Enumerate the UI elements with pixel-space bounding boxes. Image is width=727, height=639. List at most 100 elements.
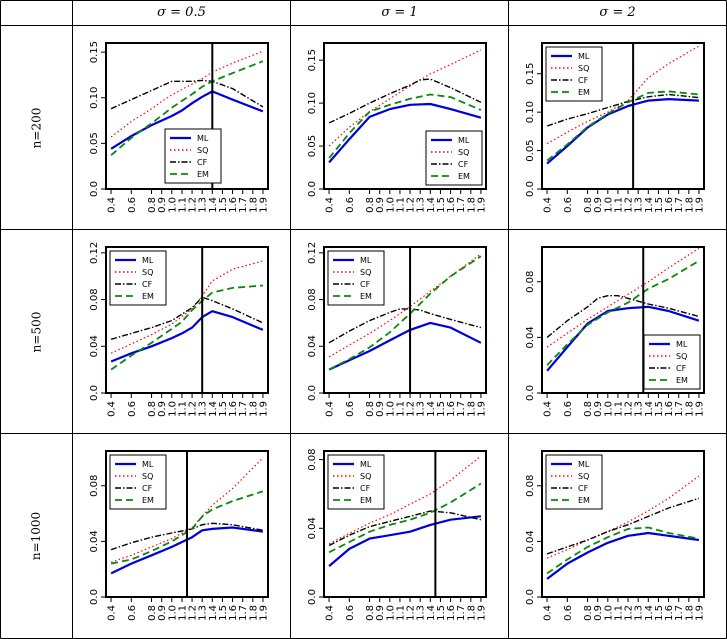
legend-label-EM-r2c0: EM [142,496,154,505]
chart-panel-n500-sigma1: 0.00.040.080.120.4 0.6 0.8 0.9 1.0 1.1 1.2 1.3 1… [307,242,487,417]
series-line-EM-r1c2 [546,260,700,366]
x-tick-label-r2c0-1: 0.6 [127,605,138,621]
x-tick-label-r1c1-5: 1.1 [395,401,406,417]
y-tick-label-r0c2-3: 0.15 [525,63,536,85]
plot-frame-r0c2 [541,42,705,190]
x-tick-label-r2c1-11: 1.7 [456,605,467,621]
x-tick-label-r1c2-11: 1.7 [674,401,685,417]
legend-label-EM-r1c2: EM [676,376,688,385]
plot-frame-r0c1 [323,42,487,190]
x-tick-label-r2c2-4: 1.0 [603,605,614,621]
series-line-ML-r1c1 [328,321,482,371]
x-tick-label-r1c0-8: 1.4 [208,401,219,417]
x-tick-label-r2c0-5: 1.1 [177,605,188,621]
x-tick-label-r2c1-13: 1.9 [476,605,487,621]
x-tick-label-r0c2-8: 1.4 [644,197,655,213]
x-tick-label-r2c1-5: 1.1 [395,605,406,621]
series-line-EM-r1c0 [110,284,263,371]
x-tick-label-r0c0-9: 1.5 [218,197,229,213]
chart-panel-n1000-sigma2: 0.00.040.080.4 0.6 0.8 0.9 1.0 1.1 1.2 1.3 1.4 1.… [525,450,705,621]
x-tick-label-r2c0-11: 1.7 [238,605,249,621]
series-line-EM-r2c1 [328,482,482,554]
x-tick-label-r0c0-7: 1.3 [198,197,209,213]
y-tick-label-r0c1-2: 0.10 [307,92,318,114]
series-line-ML-r2c2 [546,531,700,580]
legend-label-ML-r1c0: ML [142,256,154,265]
x-tick-label-r1c2-1: 0.6 [563,401,574,417]
x-tick-label-r1c1-3: 0.9 [375,401,386,417]
x-tick-label-r1c1-2: 0.8 [365,401,376,417]
x-tick-label-r2c2-5: 1.1 [613,605,624,621]
x-tick-label-r2c1-4: 1.0 [385,605,396,621]
series-line-CF-r0c2 [546,93,699,127]
x-tick-label-r1c1-7: 1.3 [416,401,427,417]
x-tick-label-r0c0-5: 1.1 [177,197,188,213]
x-tick-label-r1c2-2: 0.8 [583,401,594,417]
x-tick-label-r1c2-0: 0.4 [543,401,554,417]
x-tick-label-r0c1-8: 1.4 [426,197,437,213]
x-tick-label-r0c0-8: 1.4 [208,197,219,213]
x-tick-label-r1c2-7: 1.3 [634,401,645,417]
x-tick-label-r0c0-10: 1.6 [228,197,239,213]
y-tick-label-r1c1-3: 0.12 [307,242,318,264]
plot-frame-r2c0 [105,450,269,598]
x-tick-label-r2c0-2: 0.8 [147,605,158,621]
x-tick-label-r1c1-8: 1.4 [426,401,437,417]
row-header-n200: n=200 [0,26,72,229]
x-tick-label-r0c0-1: 0.6 [127,197,138,213]
y-tick-label-r0c0-1: 0.05 [89,132,100,154]
x-tick-label-r2c0-7: 1.3 [198,605,209,621]
series-line-SQ-r1c2 [546,247,700,348]
series-line-EM-r0c1 [328,93,482,159]
x-tick-label-r2c1-0: 0.4 [325,605,336,621]
legend-label-SQ-r1c2: SQ [676,352,687,361]
x-tick-label-r0c0-3: 0.9 [157,197,168,213]
plot-frame-r2c1 [323,450,487,598]
series-line-CF-r2c1 [328,510,482,547]
y-tick-label-r2c1-1: 0.04 [307,517,318,539]
x-tick-label-r1c2-12: 1.8 [684,401,695,417]
x-tick-label-r2c0-13: 1.9 [258,605,269,621]
column-header-sigma-1: σ = 1 [381,5,418,20]
legend-label-CF-r0c0: CF [197,158,208,167]
x-tick-label-r2c1-3: 0.9 [375,605,386,621]
x-tick-label-r2c2-11: 1.7 [674,605,685,621]
x-tick-label-r1c1-6: 1.2 [406,401,417,417]
legend-label-CF-r0c1: CF [458,160,469,169]
x-tick-label-r1c0-10: 1.6 [228,401,239,417]
series-line-ML-r2c1 [328,515,482,567]
series-line-CF-r1c1 [328,308,482,344]
series-line-EM-r1c1 [328,255,482,371]
x-tick-label-r0c1-2: 0.8 [365,197,376,213]
x-tick-label-r0c2-1: 0.6 [563,197,574,213]
x-tick-label-r0c1-7: 1.3 [416,197,427,213]
x-tick-label-r2c1-9: 1.5 [436,605,447,621]
x-tick-label-r0c2-12: 1.8 [684,197,695,213]
legend-label-SQ-r0c1: SQ [458,148,469,157]
legend-label-EM-r0c0: EM [197,170,209,179]
x-tick-label-r2c0-3: 0.9 [157,605,168,621]
series-line-CF-r0c0 [110,79,264,110]
x-tick-label-r0c1-13: 1.9 [476,197,487,213]
x-tick-label-r0c1-4: 1.0 [385,197,396,213]
x-tick-label-r2c0-6: 1.2 [188,605,199,621]
series-line-EM-r2c0 [110,490,264,565]
series-line-CF-r2c2 [546,497,700,555]
y-tick-label-r0c1-0: 0.0 [307,181,318,197]
x-tick-label-r2c0-10: 1.6 [228,605,239,621]
row-label-n500: n=500 [29,311,43,352]
legend-label-SQ-r0c2: SQ [578,64,589,73]
legend-label-SQ-r2c0: SQ [142,472,153,481]
x-tick-label-r2c0-4: 1.0 [167,605,178,621]
x-tick-label-r1c0-12: 1.8 [248,401,259,417]
x-tick-label-r2c1-10: 1.6 [446,605,457,621]
legend-label-EM-r0c1: EM [458,172,470,181]
y-tick-label-r0c2-2: 0.10 [525,101,536,123]
x-tick-label-r0c0-0: 0.4 [107,197,118,213]
row-header-n1000: n=1000 [0,434,72,638]
x-tick-label-r0c2-5: 1.1 [613,197,624,213]
x-tick-label-r0c1-5: 1.1 [395,197,406,213]
x-tick-label-r2c1-12: 1.8 [466,605,477,621]
x-tick-label-r0c2-4: 1.0 [603,197,614,213]
y-tick-label-r2c0-0: 0.0 [89,589,100,605]
